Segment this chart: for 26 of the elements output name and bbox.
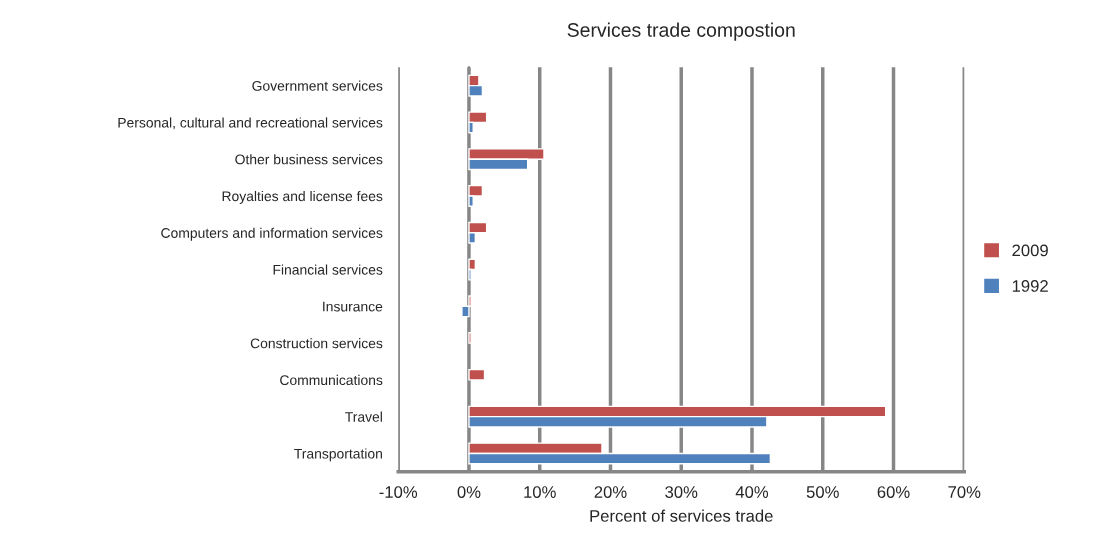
- y-tick-label: Government services: [252, 80, 383, 91]
- y-tick-label: Financial services: [273, 264, 383, 275]
- legend-label: 2009: [1012, 244, 1048, 257]
- y-tick-label: Insurance: [323, 301, 383, 312]
- y-tick-label: Royalties and license fees: [222, 190, 383, 204]
- y-tick-label: Transportation: [294, 448, 382, 462]
- x-axis-title: Percent of services trade: [590, 509, 773, 522]
- y-tick-label: Travel: [345, 411, 382, 422]
- x-tick-label: 50%: [806, 486, 839, 498]
- bar: [468, 368, 486, 381]
- chart-title: Services trade compostion: [567, 22, 795, 41]
- x-tick-label: -10%: [379, 486, 418, 498]
- x-tick-label: 0%: [457, 486, 481, 498]
- x-tick-label: 60%: [877, 486, 910, 498]
- x-tick-label: 20%: [594, 486, 627, 498]
- y-tick-label: Construction services: [250, 338, 383, 349]
- y-tick-label: Personal, cultural and recreational services: [118, 117, 383, 130]
- y-tick-label: Communications: [280, 374, 383, 386]
- y-tick-label: Other business services: [235, 154, 383, 165]
- x-tick-label: 70%: [948, 486, 981, 498]
- legend-label: 1992: [1012, 280, 1048, 292]
- x-tick-label: 10%: [524, 486, 556, 498]
- x-tick-label: 30%: [665, 486, 698, 498]
- y-tick-label: Computers and information services: [161, 227, 383, 241]
- bar: [468, 332, 472, 344]
- x-tick-label: 40%: [735, 486, 769, 498]
